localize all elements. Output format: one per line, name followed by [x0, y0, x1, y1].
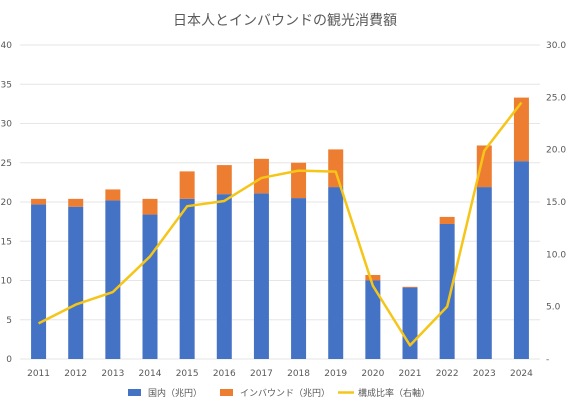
left-tick-label: 10 [1, 277, 13, 287]
legend: 国内（兆円） インバウンド（兆円） 構成比率（右軸） [128, 387, 430, 399]
x-tick-label: 2022 [436, 369, 459, 379]
x-tick-label: 2019 [324, 369, 347, 379]
gridlines [20, 44, 540, 360]
x-tick-label: 2016 [213, 369, 236, 379]
bar-inbound [179, 171, 195, 199]
bar-inbound [439, 216, 455, 224]
bar-inbound [105, 189, 121, 201]
legend-label: インバウンド（兆円） [240, 388, 330, 399]
x-tick-label: 2021 [399, 369, 422, 379]
bar-domestic [142, 214, 158, 359]
legend-swatch [128, 389, 141, 396]
bar-inbound [31, 198, 47, 205]
right-tick-label: 5.0 [546, 303, 561, 313]
left-tick-label: 5 [6, 316, 12, 326]
x-tick-label: 2020 [361, 369, 384, 379]
x-tick-label: 2024 [510, 369, 533, 379]
line-ratio [38, 101, 523, 347]
chart-title: 日本人とインバウンドの観光消費額 [173, 12, 397, 29]
bars [31, 97, 529, 359]
x-tick-label: 2014 [139, 369, 162, 379]
left-tick-label: 0 [6, 355, 12, 365]
x-axis: 2011 2012 2013 2014 2015 2016 2017 2018 2019 2020… [27, 369, 533, 379]
bar-domestic [439, 223, 455, 359]
right-tick-label: 20.0 [546, 146, 566, 156]
x-tick-label: 2013 [101, 369, 124, 379]
x-tick-label: 2017 [250, 369, 273, 379]
bar-inbound [402, 286, 418, 288]
legend-label: 構成比率（右軸） [358, 387, 430, 399]
legend-item: 構成比率（右軸） [338, 387, 430, 399]
bar-inbound [253, 158, 269, 194]
left-tick-label: 40 [1, 41, 13, 51]
bar-domestic [513, 161, 529, 359]
legend-item: 国内（兆円） [128, 387, 202, 399]
right-axis: - 5.0 10.0 15.0 20.0 25.0 30.0 [546, 41, 566, 365]
bar-inbound [216, 165, 232, 195]
bar-domestic [476, 187, 492, 359]
bar-inbound [365, 275, 381, 281]
legend-label: 国内（兆円） [148, 387, 202, 399]
bar-domestic [216, 194, 232, 359]
bar-domestic [365, 280, 381, 359]
bar-inbound [291, 162, 307, 199]
right-tick-label: 25.0 [546, 93, 566, 103]
legend-item: インバウンド（兆円） [220, 388, 330, 399]
bar-domestic [68, 206, 84, 359]
x-tick-label: 2012 [64, 369, 87, 379]
bar-inbound [513, 97, 529, 162]
x-tick-label: 2018 [287, 369, 310, 379]
ratio-line [38, 101, 523, 347]
bar-inbound [142, 198, 158, 215]
left-tick-label: 15 [1, 237, 12, 247]
right-tick-label: 10.0 [546, 250, 566, 260]
right-tick-label: 15.0 [546, 198, 566, 208]
left-tick-label: 20 [1, 198, 13, 208]
bar-domestic [179, 198, 195, 359]
bar-domestic [328, 187, 344, 359]
bar-inbound [328, 149, 344, 188]
x-tick-label: 2011 [27, 369, 50, 379]
left-tick-label: 30 [1, 120, 13, 130]
x-tick-label: 2023 [473, 369, 496, 379]
bar-domestic [31, 204, 47, 359]
left-tick-label: 25 [1, 159, 12, 169]
bar-domestic [105, 200, 121, 359]
bar-domestic [253, 193, 269, 359]
legend-swatch [220, 389, 233, 396]
bar-domestic [402, 287, 418, 359]
bar-inbound [476, 145, 492, 188]
bar-domestic [291, 198, 307, 359]
x-tick-label: 2015 [176, 369, 199, 379]
left-axis: 0 5 10 15 20 25 30 35 40 [1, 41, 13, 365]
right-tick-label: - [546, 355, 549, 365]
left-tick-label: 35 [1, 80, 12, 90]
bar-inbound [68, 198, 84, 207]
right-tick-label: 30.0 [546, 41, 566, 51]
